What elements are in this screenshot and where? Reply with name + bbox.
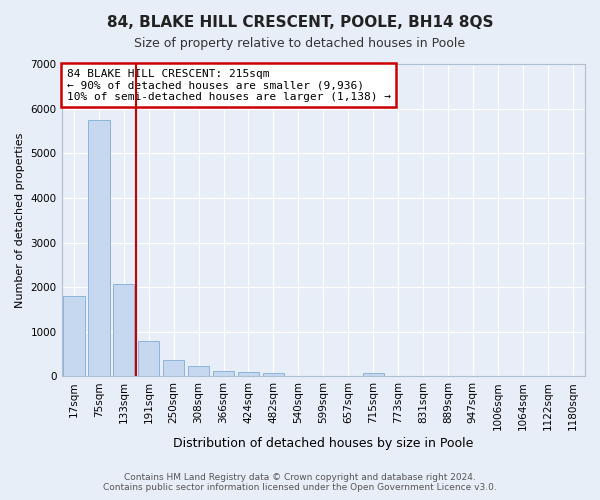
Bar — [64, 296, 85, 376]
Text: Contains HM Land Registry data © Crown copyright and database right 2024.
Contai: Contains HM Land Registry data © Crown c… — [103, 473, 497, 492]
Text: Size of property relative to detached houses in Poole: Size of property relative to detached ho… — [134, 38, 466, 51]
Bar — [113, 284, 134, 376]
Bar — [163, 360, 184, 376]
Bar — [88, 120, 110, 376]
Bar — [263, 373, 284, 376]
Bar — [188, 366, 209, 376]
Bar — [362, 374, 384, 376]
Y-axis label: Number of detached properties: Number of detached properties — [15, 132, 25, 308]
Bar — [213, 370, 234, 376]
Bar — [238, 372, 259, 376]
Bar — [138, 340, 160, 376]
Text: 84 BLAKE HILL CRESCENT: 215sqm
← 90% of detached houses are smaller (9,936)
10% : 84 BLAKE HILL CRESCENT: 215sqm ← 90% of … — [67, 68, 391, 102]
X-axis label: Distribution of detached houses by size in Poole: Distribution of detached houses by size … — [173, 437, 473, 450]
Text: 84, BLAKE HILL CRESCENT, POOLE, BH14 8QS: 84, BLAKE HILL CRESCENT, POOLE, BH14 8QS — [107, 15, 493, 30]
